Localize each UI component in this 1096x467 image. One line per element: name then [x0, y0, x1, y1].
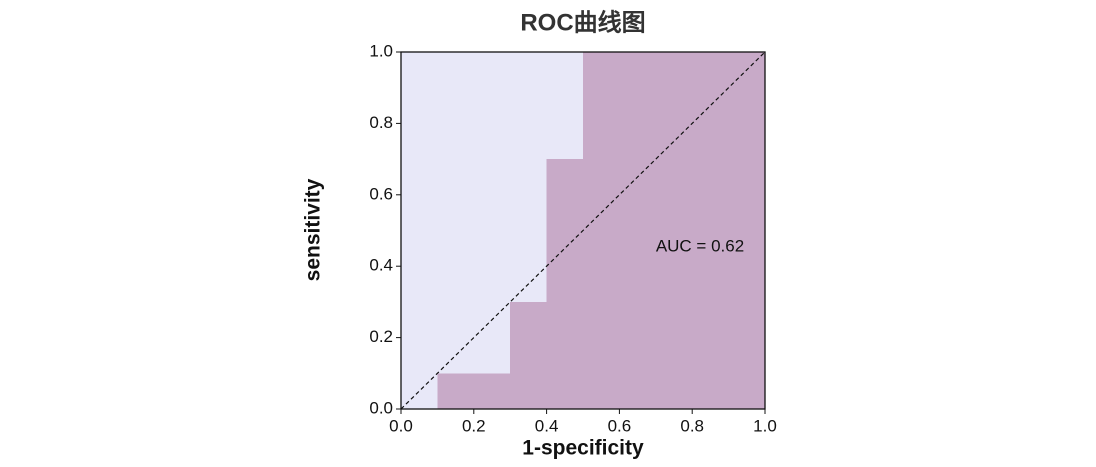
x-tick-label: 0.0 [389, 416, 413, 435]
plot-frame [400, 51, 766, 410]
y-tick-label: 0.4 [369, 256, 393, 275]
x-axis-title: 1-specificity [522, 437, 644, 460]
y-tick-label: 0.8 [369, 113, 393, 132]
y-axis-title: sensitivity [302, 178, 325, 281]
y-tick-label: 0.2 [369, 327, 393, 346]
y-tick-label: 0.6 [369, 184, 393, 203]
x-tick-label: 0.2 [462, 416, 486, 435]
chart-title: ROC曲线图 [520, 9, 645, 36]
x-tick-label: 1.0 [753, 416, 777, 435]
area-segment [583, 52, 765, 409]
x-tick-label: 0.6 [608, 416, 632, 435]
area-segment [510, 301, 547, 409]
x-tick-label: 0.4 [535, 416, 559, 435]
plot-area: 0.0 0.2 0.4 0.6 0.8 1.0 0.0 0.2 0.4 0.6 0.8 1.0 [369, 41, 776, 435]
area-segment [546, 159, 583, 409]
area-segment [437, 373, 511, 409]
x-tick-label: 0.8 [680, 416, 704, 435]
y-tick-label: 1.0 [369, 41, 393, 60]
reference-diagonal [400, 51, 766, 410]
y-tick-label: 0.0 [369, 398, 393, 417]
annotation: AUC = 0.62 [656, 236, 744, 255]
